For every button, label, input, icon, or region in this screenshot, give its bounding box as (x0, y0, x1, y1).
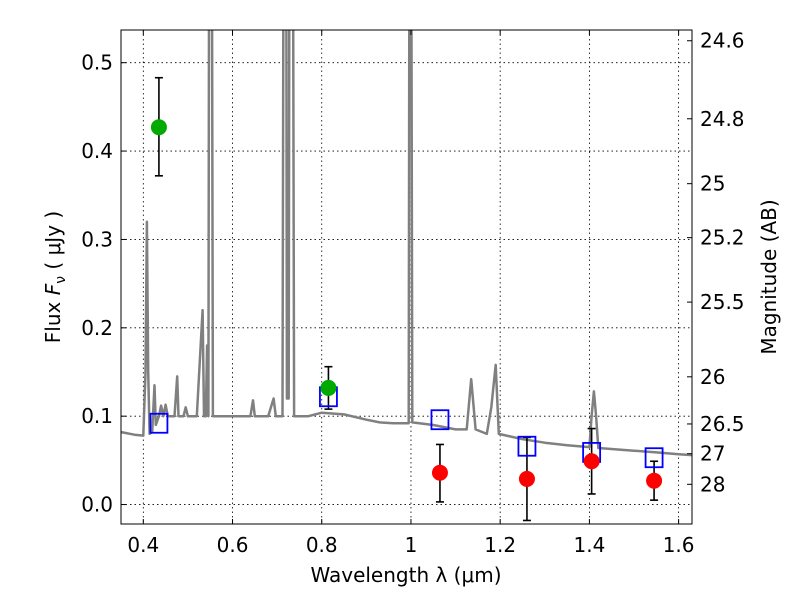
measured-flux-point (150, 119, 167, 136)
measured-flux-point (646, 472, 663, 489)
model-band-point (644, 447, 664, 469)
y-tick-label: 0.5 (81, 51, 113, 75)
right-axis-label: Magnitude (AB) (757, 199, 781, 354)
right-axis-ticks: 24.6 24.8 25 25.2 25.5 26 26.5 27 28 (687, 29, 745, 496)
right-tick-label: 28 (700, 472, 725, 496)
right-tick-label: 25.2 (700, 226, 745, 250)
plot-frame (120, 29, 693, 525)
plot-background (121, 30, 692, 524)
x-tick-label: 0.8 (306, 533, 338, 557)
y-axis-ticks: 0.0 0.1 0.2 0.3 0.4 0.5 (81, 51, 126, 517)
x-tick-label: 0.6 (217, 533, 249, 557)
y-tick-label: 0.2 (81, 316, 113, 340)
right-tick-label: 26 (700, 365, 725, 389)
x-tick-label: 1.4 (573, 533, 605, 557)
data-markers (149, 119, 664, 489)
model-band-point (517, 435, 537, 457)
right-tick-label: 26.5 (700, 412, 745, 436)
right-tick-label: 27 (700, 442, 725, 466)
x-axis-ticks: 0.4 0.6 0.8 1 1.2 1.4 1.6 (127, 30, 695, 557)
x-axis-label: Wavelength λ (μm) (310, 563, 501, 587)
y-tick-label: 0.4 (81, 139, 113, 163)
model-spectrum-line (121, 30, 692, 457)
y-tick-label: 0.3 (81, 227, 113, 251)
measured-flux-point (583, 453, 600, 470)
y-tick-label: 0.1 (81, 404, 113, 428)
measured-flux-point (518, 470, 535, 487)
right-tick-label: 24.8 (700, 107, 745, 131)
plot-area (121, 30, 692, 457)
right-tick-label: 25 (700, 172, 725, 196)
model-band-point (149, 412, 169, 434)
right-tick-label: 25.5 (700, 290, 745, 314)
model-band-point (430, 409, 450, 431)
measured-flux-point (431, 464, 448, 481)
y-tick-label: 0.0 (81, 493, 113, 517)
x-tick-label: 0.4 (127, 533, 159, 557)
y-axis-label: Flux Fν ( μJy ) (41, 211, 69, 343)
measured-flux-point (320, 379, 337, 396)
x-tick-label: 1.6 (663, 533, 695, 557)
right-tick-label: 24.6 (700, 29, 745, 53)
x-tick-label: 1.2 (484, 533, 516, 557)
x-tick-label: 1 (405, 533, 418, 557)
